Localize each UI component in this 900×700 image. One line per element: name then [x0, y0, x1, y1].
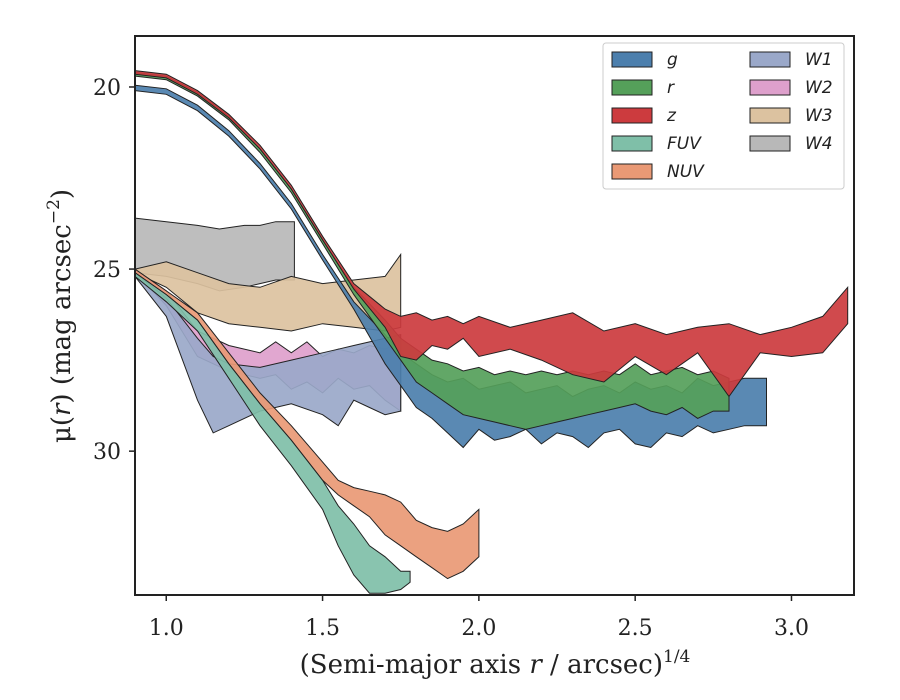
legend-label-w2: W2	[805, 78, 833, 98]
series-band-z	[135, 70, 849, 398]
y-tick-label: 20	[93, 76, 121, 101]
legend-swatch-r	[611, 79, 653, 96]
legend-swatch-fuv	[611, 135, 653, 152]
x-tick-label: 3.0	[774, 616, 809, 641]
x-tick-label: 2.5	[618, 616, 653, 641]
x-axis: 1.0 1.5 2.0 2.5 3.0	[149, 595, 809, 641]
plot-frame	[134, 35, 855, 596]
legend-swatch-w4	[749, 135, 791, 152]
y-axis: 20 25 30	[93, 76, 135, 465]
x-tick-label: 1.0	[149, 616, 184, 641]
legend-swatch-g	[611, 51, 653, 68]
series-layer	[135, 70, 849, 594]
legend-swatch-nuv	[611, 163, 653, 180]
legend-label-r: r	[667, 78, 675, 98]
y-tick-label: 30	[93, 440, 121, 465]
legend-label-g: g	[667, 50, 678, 70]
legend-label-nuv: NUV	[667, 162, 705, 182]
legend-label-fuv: FUV	[667, 134, 702, 154]
y-tick-label: 25	[93, 258, 121, 283]
y-axis-label: μ(r) (mag arcsec−2)	[44, 189, 77, 443]
legend-label-z: z	[666, 106, 677, 126]
legend-label-w1: W1	[805, 50, 833, 70]
legend: grz FUV NUV W1 W2 W3 W4	[602, 42, 845, 190]
x-tick-label: 2.0	[461, 616, 496, 641]
series-band-fuv	[135, 272, 411, 594]
legend-swatch-w3	[749, 107, 791, 124]
x-axis-label: (Semi-major axis r / arcsec)1/4	[300, 647, 691, 680]
legend-swatch-w1	[749, 51, 791, 68]
legend-label-w3: W3	[805, 106, 833, 126]
legend-swatch-w2	[749, 79, 791, 96]
series-band-w1	[135, 272, 402, 434]
legend-swatch-z	[611, 107, 653, 124]
x-tick-label: 1.5	[305, 616, 340, 641]
legend-label-w4: W4	[805, 134, 833, 154]
